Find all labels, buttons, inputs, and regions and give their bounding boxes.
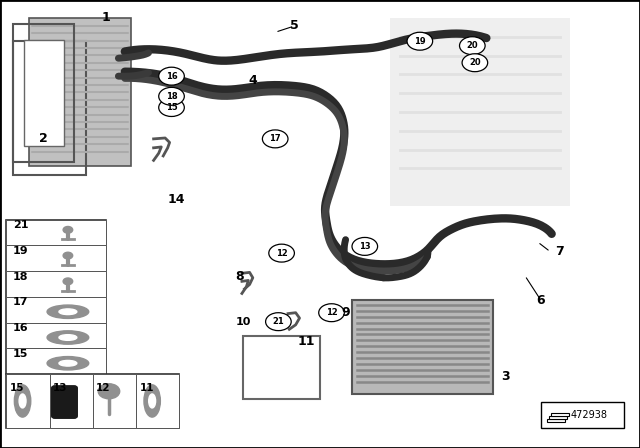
Text: 11: 11	[140, 383, 154, 392]
Text: 4: 4	[248, 74, 257, 87]
Text: 12: 12	[96, 383, 111, 392]
Circle shape	[266, 313, 291, 331]
Text: 13: 13	[359, 242, 371, 251]
Text: 6: 6	[536, 293, 545, 307]
Circle shape	[98, 384, 120, 399]
Text: 18: 18	[166, 92, 177, 101]
Bar	[136, 374, 179, 428]
Ellipse shape	[59, 361, 77, 366]
Bar	[93, 374, 136, 428]
Ellipse shape	[47, 357, 89, 370]
Circle shape	[63, 278, 73, 284]
Bar	[6, 220, 106, 246]
Bar	[352, 300, 493, 394]
Bar	[551, 413, 569, 416]
Bar	[6, 220, 106, 374]
Text: 21: 21	[13, 220, 28, 230]
Ellipse shape	[14, 385, 31, 417]
Bar	[6, 374, 50, 428]
Text: 21: 21	[273, 317, 284, 326]
Circle shape	[460, 37, 485, 55]
Circle shape	[407, 32, 433, 50]
Bar	[6, 297, 106, 323]
Bar	[390, 18, 570, 206]
Ellipse shape	[19, 394, 26, 408]
Text: 11: 11	[297, 335, 315, 348]
Text: 7: 7	[556, 245, 564, 258]
Text: 3: 3	[501, 370, 510, 383]
Bar	[547, 419, 565, 422]
Text: 1: 1	[101, 10, 110, 24]
Text: 8: 8	[236, 270, 244, 284]
Bar	[541, 402, 624, 428]
Text: 19: 19	[13, 246, 28, 256]
Text: 20: 20	[469, 58, 481, 67]
Bar	[6, 374, 179, 428]
Bar	[13, 24, 74, 162]
Text: 17: 17	[13, 297, 28, 307]
Text: 12: 12	[326, 308, 337, 317]
Circle shape	[262, 130, 288, 148]
Bar	[6, 271, 106, 297]
Ellipse shape	[59, 309, 77, 314]
Circle shape	[159, 99, 184, 116]
Text: 13: 13	[53, 383, 68, 392]
Bar	[24, 40, 65, 146]
Text: 12: 12	[276, 249, 287, 258]
Ellipse shape	[148, 394, 156, 408]
Bar	[50, 374, 93, 428]
FancyBboxPatch shape	[29, 18, 131, 166]
Text: 18: 18	[13, 271, 28, 282]
FancyBboxPatch shape	[52, 386, 77, 418]
Bar	[549, 416, 567, 418]
Circle shape	[462, 54, 488, 72]
Circle shape	[159, 87, 184, 105]
Bar	[6, 246, 106, 271]
Text: 19: 19	[414, 37, 426, 46]
Circle shape	[159, 67, 184, 85]
Text: 2: 2	[39, 132, 48, 146]
Text: 9: 9	[341, 306, 350, 319]
Circle shape	[63, 252, 73, 259]
Text: 17: 17	[269, 134, 281, 143]
Text: 16: 16	[13, 323, 28, 333]
Ellipse shape	[47, 331, 89, 344]
Text: 15: 15	[10, 383, 24, 392]
Bar	[243, 336, 320, 399]
Circle shape	[352, 237, 378, 255]
Text: 16: 16	[166, 72, 177, 81]
Bar	[6, 323, 106, 349]
Text: 20: 20	[467, 41, 478, 50]
Text: 15: 15	[13, 349, 28, 359]
Text: 5: 5	[290, 19, 299, 33]
Ellipse shape	[47, 305, 89, 319]
Ellipse shape	[144, 385, 161, 417]
Ellipse shape	[59, 335, 77, 340]
Text: 472938: 472938	[570, 410, 607, 420]
Bar	[6, 349, 106, 374]
Text: 15: 15	[166, 103, 177, 112]
Circle shape	[269, 244, 294, 262]
Text: 10: 10	[236, 317, 251, 327]
Circle shape	[319, 304, 344, 322]
Text: 14: 14	[167, 193, 185, 206]
Circle shape	[63, 227, 73, 233]
